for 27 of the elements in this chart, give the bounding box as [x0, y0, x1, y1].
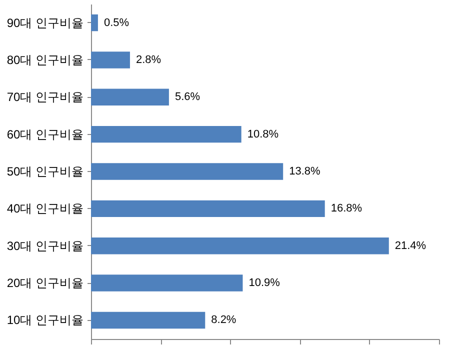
y-tick-label: 40대 인구비율: [6, 202, 84, 216]
bar: [91, 312, 206, 329]
data-label: 5.6%: [174, 91, 200, 104]
data-label: 2.8%: [136, 54, 162, 66]
data-label: 13.8%: [289, 166, 321, 178]
y-tick-label: 80대 인구비율: [6, 52, 84, 67]
bar: [91, 237, 389, 254]
bar: [91, 52, 130, 68]
y-tick-label: 20대 인구비율: [6, 276, 84, 290]
data-label: 10.9%: [248, 277, 280, 290]
bar: [91, 14, 98, 32]
y-tick-label: 90대 인구비율: [6, 16, 84, 30]
data-label: 0.5%: [104, 16, 130, 29]
data-label: 16.8%: [330, 202, 362, 215]
bar: [91, 126, 242, 143]
y-tick-label: 60대 인구비율: [6, 127, 84, 142]
data-label: 10.8%: [247, 128, 279, 140]
bar: [91, 200, 325, 218]
y-tick-label: 70대 인구비율: [6, 90, 84, 104]
bar: [91, 274, 243, 292]
bar: [91, 163, 284, 180]
data-label: 21.4%: [394, 240, 426, 252]
y-tick-label: 10대 인구비율: [6, 313, 84, 328]
bar: [91, 88, 169, 106]
y-tick-label: 50대 인구비율: [6, 164, 84, 178]
y-tick-label: 30대 인구비율: [6, 238, 84, 253]
data-label: 8.2%: [211, 314, 236, 326]
